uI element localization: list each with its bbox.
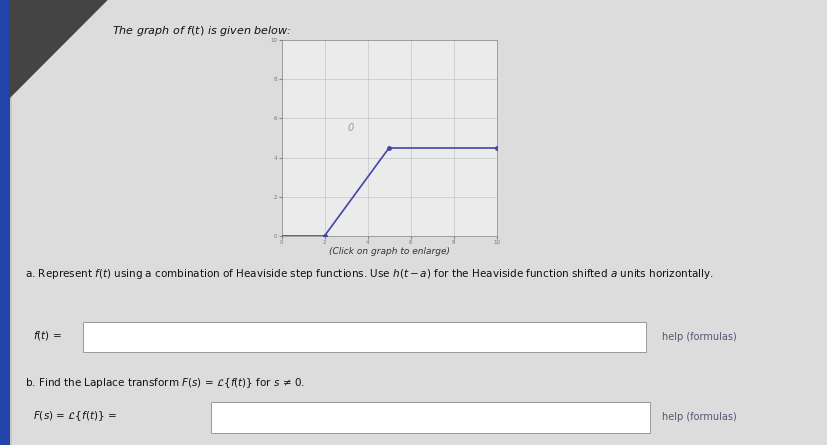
Text: $F(s)$ = $\mathcal{L}\{f(t)\}$ =: $F(s)$ = $\mathcal{L}\{f(t)\}$ =	[33, 409, 117, 423]
Text: The graph of $f(t)$ is given below:: The graph of $f(t)$ is given below:	[112, 24, 291, 38]
Polygon shape	[10, 0, 108, 98]
Bar	[0, 0, 10, 445]
Bar	[211, 402, 649, 433]
Text: $f(t)$ =: $f(t)$ =	[33, 329, 62, 343]
Text: 0: 0	[347, 123, 353, 133]
Text: b. Find the Laplace transform $F(s)$ = $\mathcal{L}\{f(t)\}$ for $s$ ≠ 0.: b. Find the Laplace transform $F(s)$ = $…	[25, 376, 304, 390]
Text: (Click on graph to enlarge): (Click on graph to enlarge)	[328, 247, 449, 256]
Bar	[83, 322, 645, 352]
Text: help (formulas): help (formulas)	[662, 413, 736, 422]
Polygon shape	[10, 0, 108, 98]
Text: help (formulas): help (formulas)	[662, 332, 736, 342]
Text: a. Represent $f(t)$ using a combination of Heaviside step functions. Use $h(t-a): a. Represent $f(t)$ using a combination …	[25, 267, 713, 281]
